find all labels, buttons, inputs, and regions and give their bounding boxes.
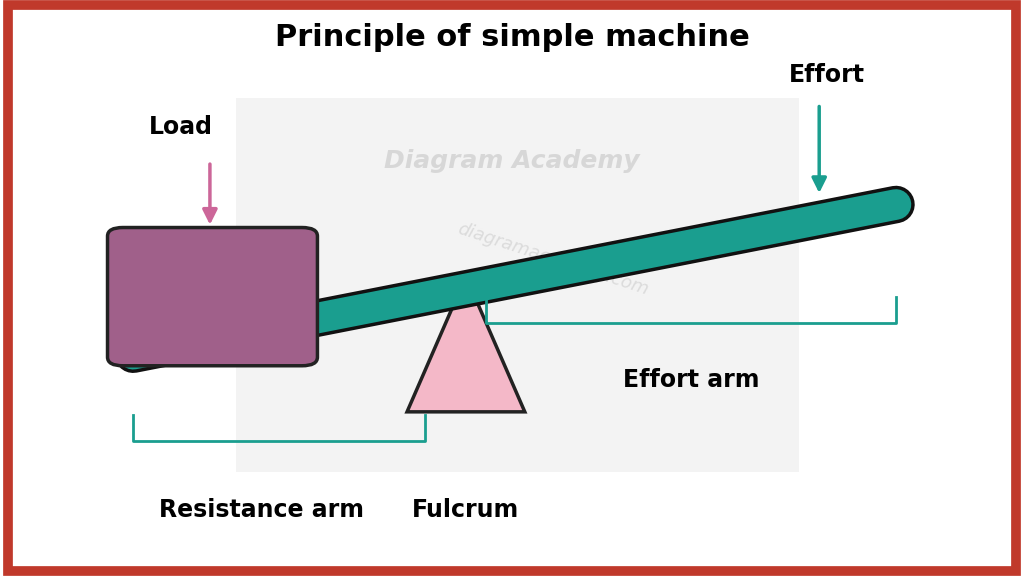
Text: Effort: Effort — [788, 63, 864, 87]
Text: Resistance arm: Resistance arm — [159, 498, 364, 522]
Polygon shape — [408, 276, 525, 412]
Text: Effort arm: Effort arm — [623, 368, 760, 392]
Text: Diagram Academy: Diagram Academy — [384, 149, 640, 173]
Text: Principle of simple machine: Principle of simple machine — [274, 23, 750, 52]
Bar — [236, 98, 799, 472]
Text: Fulcrum: Fulcrum — [413, 498, 519, 522]
Text: diagramacademy.com: diagramacademy.com — [455, 220, 651, 298]
FancyBboxPatch shape — [108, 228, 317, 366]
Text: Load: Load — [148, 115, 213, 139]
